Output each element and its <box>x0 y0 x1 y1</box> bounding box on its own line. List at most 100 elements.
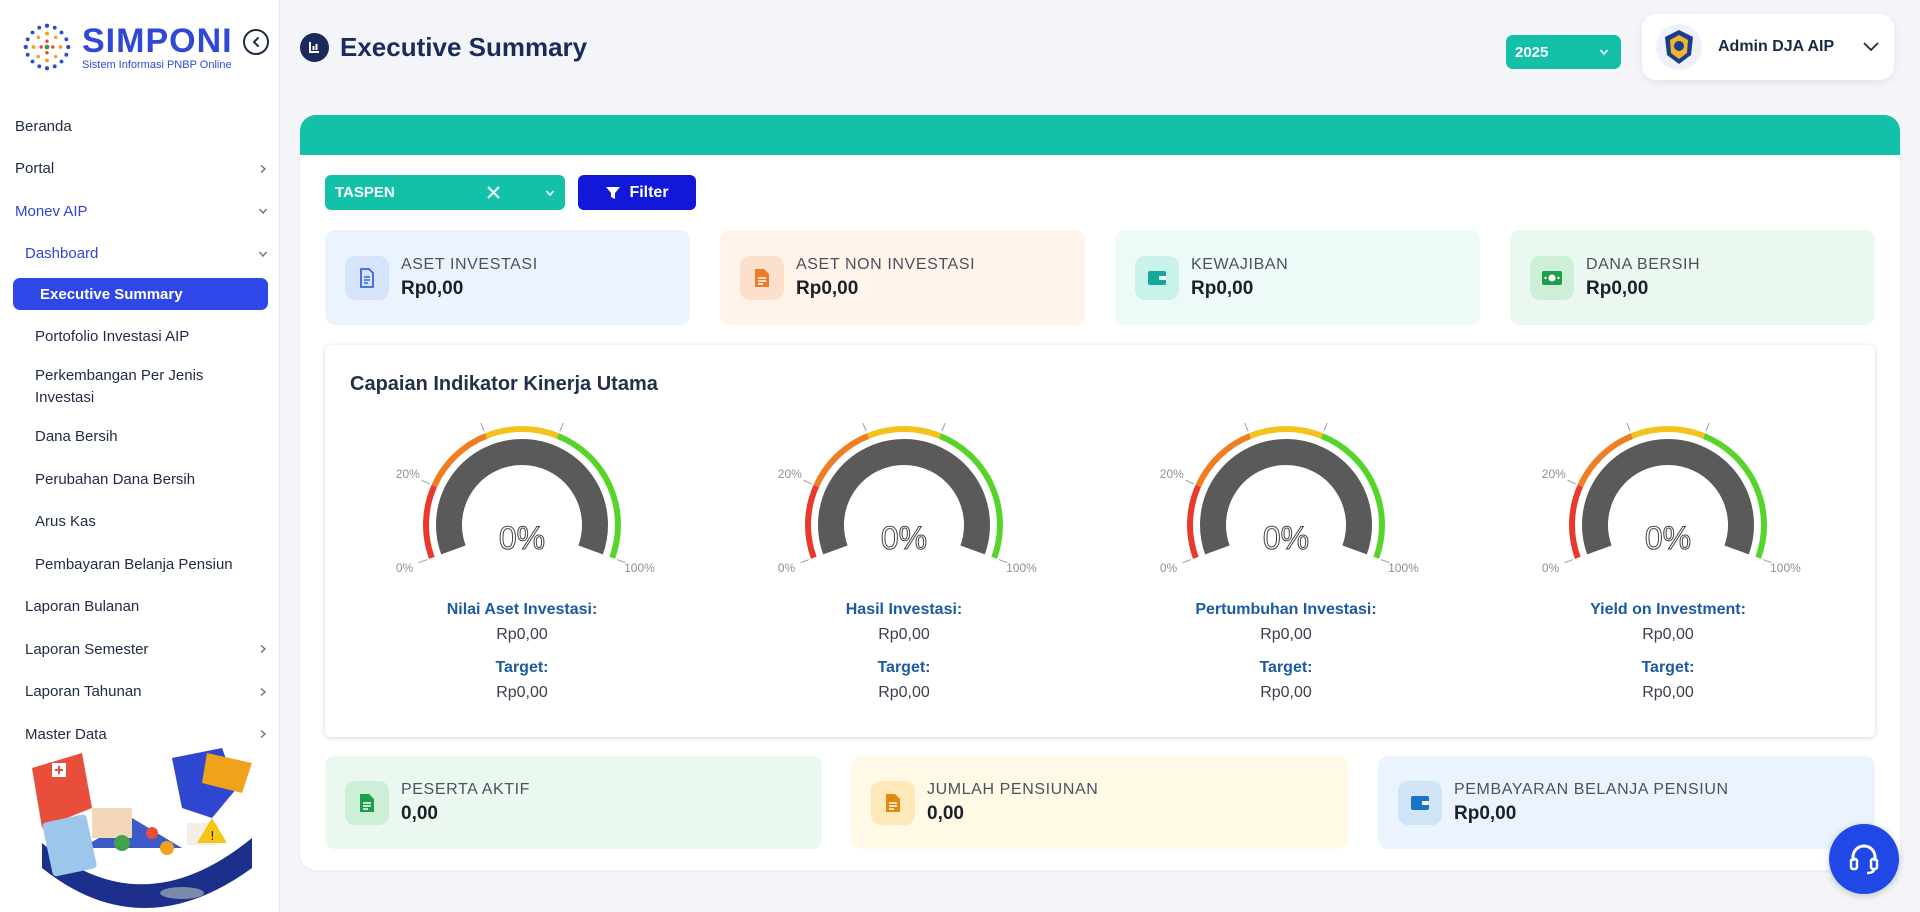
sidebar-item-label: Dashboard <box>25 245 99 263</box>
wallet-icon <box>1411 795 1429 810</box>
dashboard-icon <box>300 33 329 62</box>
sidebar-item-label: Perkembangan Per Jenis Investasi <box>35 366 204 406</box>
sidebar-collapse-button[interactable] <box>243 29 269 55</box>
gauge-scale-label: 0% <box>396 561 414 575</box>
gauge-percent: 0% <box>1263 520 1309 556</box>
stat-label: PESERTA AKTIF <box>401 780 531 798</box>
gauge-percent: 0% <box>881 520 927 556</box>
gauge-band-0 <box>1569 484 1584 559</box>
gauge-tick <box>1705 422 1710 432</box>
sidebar-item-label: Portofolio Investasi AIP <box>35 327 190 345</box>
stat-icon-bg <box>1530 255 1574 300</box>
stat-icon-bg <box>871 780 915 825</box>
sidebar-item-dashboard[interactable]: Dashboard <box>0 233 280 276</box>
chevron-right-icon <box>260 730 267 739</box>
gauge-name: Nilai Aset Investasi: <box>446 601 598 618</box>
stat-label: ASET INVESTASI <box>401 255 538 273</box>
svg-text:!: ! <box>210 829 215 843</box>
gauge-tick <box>998 559 1008 564</box>
gauge-target-value: Rp0,00 <box>496 684 548 701</box>
gauge-track <box>1200 439 1372 555</box>
gauge-tick <box>421 479 430 485</box>
gauge-band-3 <box>1702 433 1767 559</box>
chevron-right-icon <box>260 164 267 173</box>
sidebar-item-label: Pembayaran Belanja Pensiun <box>35 555 233 573</box>
gauge-target-label: Target: <box>495 659 549 676</box>
sidebar-item-arus-kas[interactable]: Arus Kas <box>0 501 280 544</box>
gauge-band-1 <box>1577 433 1634 488</box>
sidebar-item-perubahan-dana-bersih[interactable]: Perubahan Dana Bersih <box>0 458 280 501</box>
wallet-icon <box>1148 270 1166 285</box>
gauge-target-value: Rp0,00 <box>1642 684 1694 701</box>
gauge-track <box>818 439 990 555</box>
sidebar-item-portofolio-investasi[interactable]: Portofolio Investasi AIP <box>0 315 280 358</box>
sidebar-item-pembayaran-belanja-pensiun[interactable]: Pembayaran Belanja Pensiun <box>0 543 280 586</box>
gauge-scale-label: 60% <box>1321 415 1345 416</box>
gauge-target-label: Target: <box>877 659 931 676</box>
gauge-band-3 <box>1320 433 1385 559</box>
gauge-scale-label: 60% <box>939 415 963 416</box>
filter-icon <box>606 186 621 199</box>
file-icon <box>886 793 900 812</box>
sidebar-item-laporan-bulanan[interactable]: Laporan Bulanan <box>0 586 280 629</box>
stat-card-dana-bersih: DANA BERSIH Rp0,00 <box>1510 230 1875 325</box>
stat-value: Rp0,00 <box>1586 277 1649 299</box>
gauge-scale-label: 20% <box>778 467 802 481</box>
simponi-logo-icon <box>23 23 71 71</box>
stat-card-jumlah-pensiunan: JUMLAH PENSIUNAN 0,00 <box>851 756 1348 849</box>
file-icon <box>755 268 769 287</box>
gauge-nilai-aset-investasi: 0%20%40%60%100%0% Nilai Aset Investasi: … <box>372 415 672 725</box>
gauge-scale-label: 40% <box>463 415 487 416</box>
gauge-band-2 <box>1630 426 1706 439</box>
gauge-band-0 <box>423 484 438 559</box>
sidebar-item-label: Perubahan Dana Bersih <box>35 470 196 488</box>
chevron-down-icon <box>258 251 268 257</box>
chevron-down-icon <box>258 208 268 215</box>
gauge-tick <box>418 559 428 564</box>
stat-label: DANA BERSIH <box>1586 255 1701 273</box>
stat-card-kewajiban: KEWAJIBAN Rp0,00 <box>1115 230 1480 325</box>
gauge-target-value: Rp0,00 <box>1260 684 1312 701</box>
sidebar-item-monev-aip[interactable]: Monev AIP <box>0 190 280 233</box>
app-logo[interactable]: SIMPONI Sistem Informasi PNBP Online <box>18 18 233 76</box>
gauge-scale-label: 100% <box>1388 561 1419 575</box>
gauge-band-3 <box>556 433 621 559</box>
filter-button[interactable]: Filter <box>578 175 696 210</box>
user-menu[interactable]: Admin DJA AIP <box>1642 14 1894 80</box>
gauge-band-1 <box>1195 433 1252 488</box>
sidebar-item-portal[interactable]: Portal <box>0 148 280 191</box>
avatar <box>1656 24 1702 70</box>
entity-select-value: TASPEN <box>335 184 395 201</box>
stat-icon-bg <box>345 255 389 300</box>
chevron-right-icon <box>260 645 267 654</box>
sidebar-item-laporan-tahunan[interactable]: Laporan Tahunan <box>0 671 280 714</box>
gauge-chart: 0% 20% 40% 60% 100% 0% <box>1542 415 1801 575</box>
gauge-chart: 0% 20% 40% 60% 100% 0% <box>778 415 1037 575</box>
gauge-target-label: Target: <box>1641 659 1695 676</box>
sidebar-nav: Beranda Portal Monev AIP Dashboard Execu… <box>0 105 280 756</box>
sidebar-item-perkembangan-investasi[interactable]: Perkembangan Per Jenis Investasi <box>0 358 280 416</box>
user-name: Admin DJA AIP <box>1718 38 1835 55</box>
sidebar-item-dana-bersih[interactable]: Dana Bersih <box>0 416 280 459</box>
gauge-scale-label: 0% <box>1542 561 1560 575</box>
kpi-card: Capaian Indikator Kinerja Utama 0% 20% 40%… <box>325 345 1875 737</box>
sidebar-item-beranda[interactable]: Beranda <box>0 105 280 148</box>
sidebar-item-label: Master Data <box>25 725 107 743</box>
sidebar-item-label: Portal <box>15 160 55 178</box>
gauge-value: Rp0,00 <box>1642 626 1694 643</box>
stat-card-peserta-aktif: PESERTA AKTIF 0,00 <box>325 756 822 849</box>
year-select[interactable]: 2025 <box>1506 35 1621 69</box>
sidebar-item-laporan-semester[interactable]: Laporan Semester <box>0 628 280 671</box>
gauge-track <box>1582 439 1754 555</box>
gauge-value: Rp0,00 <box>496 626 548 643</box>
gauge-band-2 <box>866 426 942 439</box>
stat-card-pembayaran-belanja-pensiun: PEMBAYARAN BELANJA PENSIUN Rp0,00 <box>1378 756 1875 849</box>
entity-select[interactable]: TASPEN <box>325 175 565 210</box>
gauge-scale-label: 100% <box>624 561 655 575</box>
sidebar-item-master-data[interactable]: Master Data <box>0 713 280 756</box>
gauge-tick <box>559 422 564 432</box>
help-support-button[interactable] <box>1829 824 1899 894</box>
close-icon[interactable] <box>485 184 502 201</box>
sidebar-item-executive-summary[interactable]: Executive Summary <box>13 278 268 310</box>
sidebar: SIMPONI Sistem Informasi PNBP Online Ber… <box>0 0 280 912</box>
